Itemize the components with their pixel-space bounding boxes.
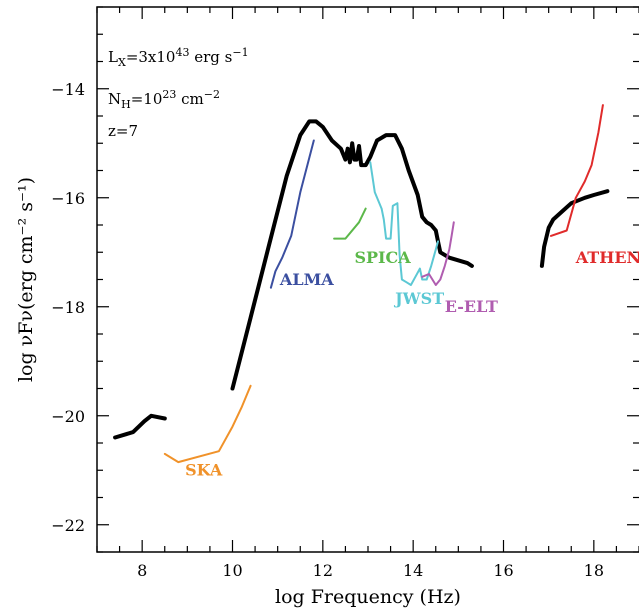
annotations-layer: LX=3x1043 erg s−1 NH=1023 cm−2 z=7 (108, 46, 249, 140)
athena-label: ATHENA (575, 248, 639, 267)
e-elt-line (421, 221, 455, 286)
model-sed-line (230, 119, 474, 391)
y-tick-label: −22 (51, 516, 85, 535)
e-elt-label: E-ELT (445, 297, 498, 316)
alma-line (269, 139, 315, 289)
spica-line (333, 207, 367, 240)
jwst-line (369, 161, 439, 286)
annotation-3: z=7 (108, 122, 138, 140)
alma-label: ALMA (279, 270, 334, 289)
y-tick-label: −20 (51, 407, 85, 426)
y-tick-label: −18 (51, 298, 85, 317)
athena-line (549, 104, 604, 237)
axes-layer: 8 10 12 14 16 18 −22 −20 −18 −16 −14 (51, 6, 639, 580)
ska-line (163, 384, 252, 464)
series-layer (113, 104, 610, 464)
x-tick-label: 8 (137, 561, 147, 580)
annotation-2: NH=1023 cm−2 (108, 88, 220, 111)
y-axis-title: log νFν(erg cm⁻² s⁻¹) (15, 177, 37, 382)
x-tick-label: 10 (222, 561, 242, 580)
x-tick-label: 14 (403, 561, 423, 580)
x-tick-label: 18 (584, 561, 604, 580)
spica-label: SPICA (354, 248, 411, 267)
jwst-label: JWST (393, 289, 444, 308)
x-axis-title: log Frequency (Hz) (275, 586, 461, 608)
ska-label: SKA (185, 461, 223, 480)
model-sed-line (539, 189, 610, 268)
model-sed-line (113, 413, 167, 440)
x-tick-label: 12 (313, 561, 333, 580)
y-tick-label: −14 (51, 80, 85, 99)
y-tick-label: −16 (51, 189, 85, 208)
plot-frame (96, 6, 639, 553)
annotation-1: LX=3x1043 erg s−1 (108, 46, 249, 69)
x-tick-label: 16 (493, 561, 513, 580)
